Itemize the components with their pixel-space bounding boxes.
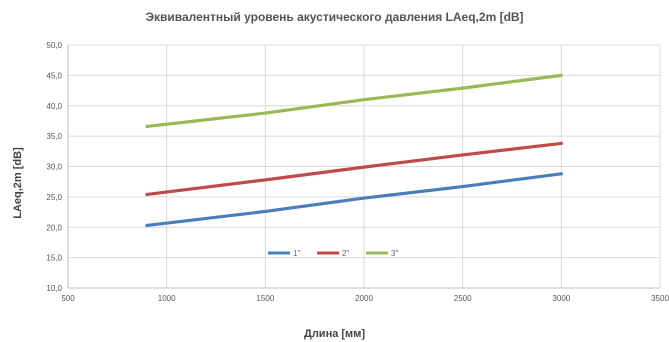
legend-label-1: 1"	[293, 249, 300, 258]
series-line-1	[145, 172, 563, 228]
x-axis-label: Длина [мм]	[303, 328, 365, 340]
y-tick-label: 20,0	[46, 223, 62, 232]
legend-label-3: 3"	[391, 249, 398, 258]
series-line-2	[145, 141, 563, 197]
x-tick-label: 2000	[355, 294, 373, 303]
x-tick-label: 2500	[454, 294, 472, 303]
x-tick-label: 3000	[552, 294, 570, 303]
y-tick-label: 25,0	[46, 193, 62, 202]
y-tick-label: 15,0	[46, 254, 62, 263]
x-tick-label: 500	[61, 294, 75, 303]
x-tick-label: 1000	[158, 294, 176, 303]
y-tick-label: 35,0	[46, 132, 62, 141]
y-tick-label: 50,0	[46, 41, 62, 50]
x-tick-label: 3500	[651, 294, 669, 303]
legend-label-2: 2"	[342, 249, 349, 258]
series-line-3	[145, 73, 563, 129]
y-tick-label: 40,0	[46, 102, 62, 111]
chart-title: Эквивалентный уровень акустического давл…	[145, 10, 524, 24]
y-tick-label: 45,0	[46, 71, 62, 80]
x-tick-label: 1500	[256, 294, 274, 303]
y-tick-label: 10,0	[46, 284, 62, 293]
y-tick-label: 30,0	[46, 163, 62, 172]
